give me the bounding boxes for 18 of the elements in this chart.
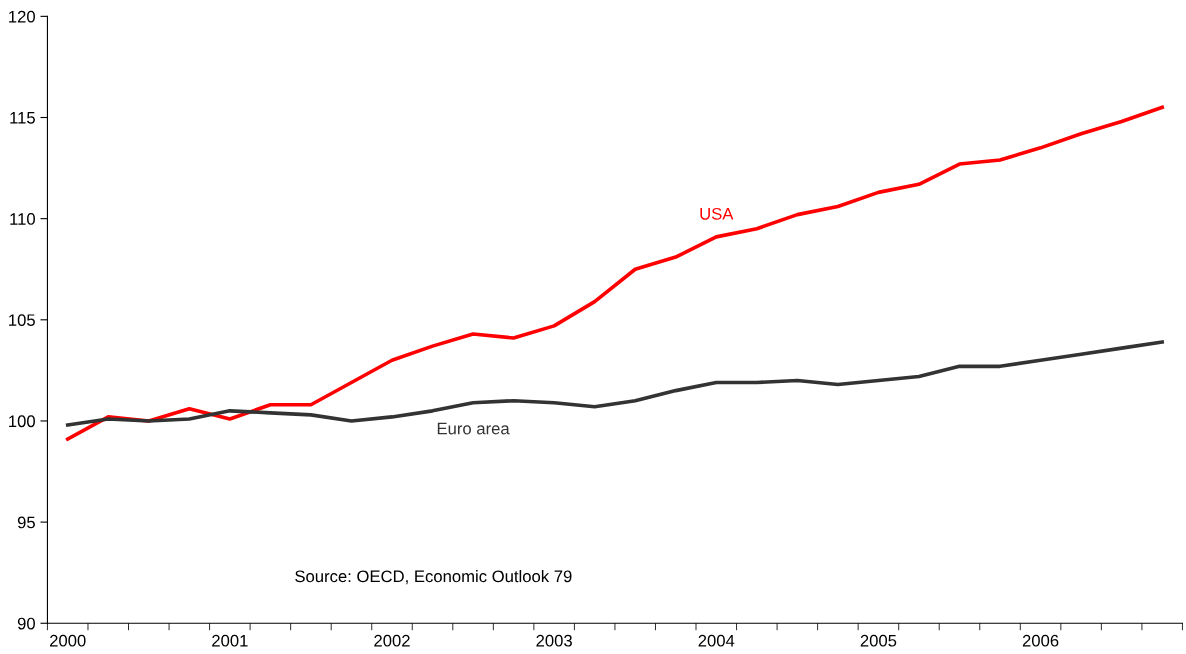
y-tick-label: 95	[17, 516, 35, 529]
series-label: USA	[700, 207, 734, 220]
line-series	[65, 105, 1164, 441]
x-tick-label: 2000	[50, 634, 86, 647]
x-tick-label: 2006	[1022, 634, 1059, 647]
x-tick-label: 2005	[860, 634, 897, 647]
annotation: Source: OECD, Economic Outlook 79	[295, 569, 572, 585]
series-label: Euro area	[437, 422, 510, 435]
x-tick-label: 2004	[698, 634, 735, 647]
y-tick-label: 120	[9, 10, 35, 23]
y-tick-label: 105	[9, 314, 35, 327]
y-tick-label: 115	[10, 112, 35, 124]
y-tick-label: 100	[9, 415, 35, 428]
x-tick-label: 2003	[536, 634, 572, 647]
x-tick-label: 2001	[212, 634, 248, 647]
y-tick-label: 90	[17, 617, 35, 630]
y-tick-label: 110	[10, 213, 35, 225]
x-tick-label: 2002	[374, 634, 410, 647]
